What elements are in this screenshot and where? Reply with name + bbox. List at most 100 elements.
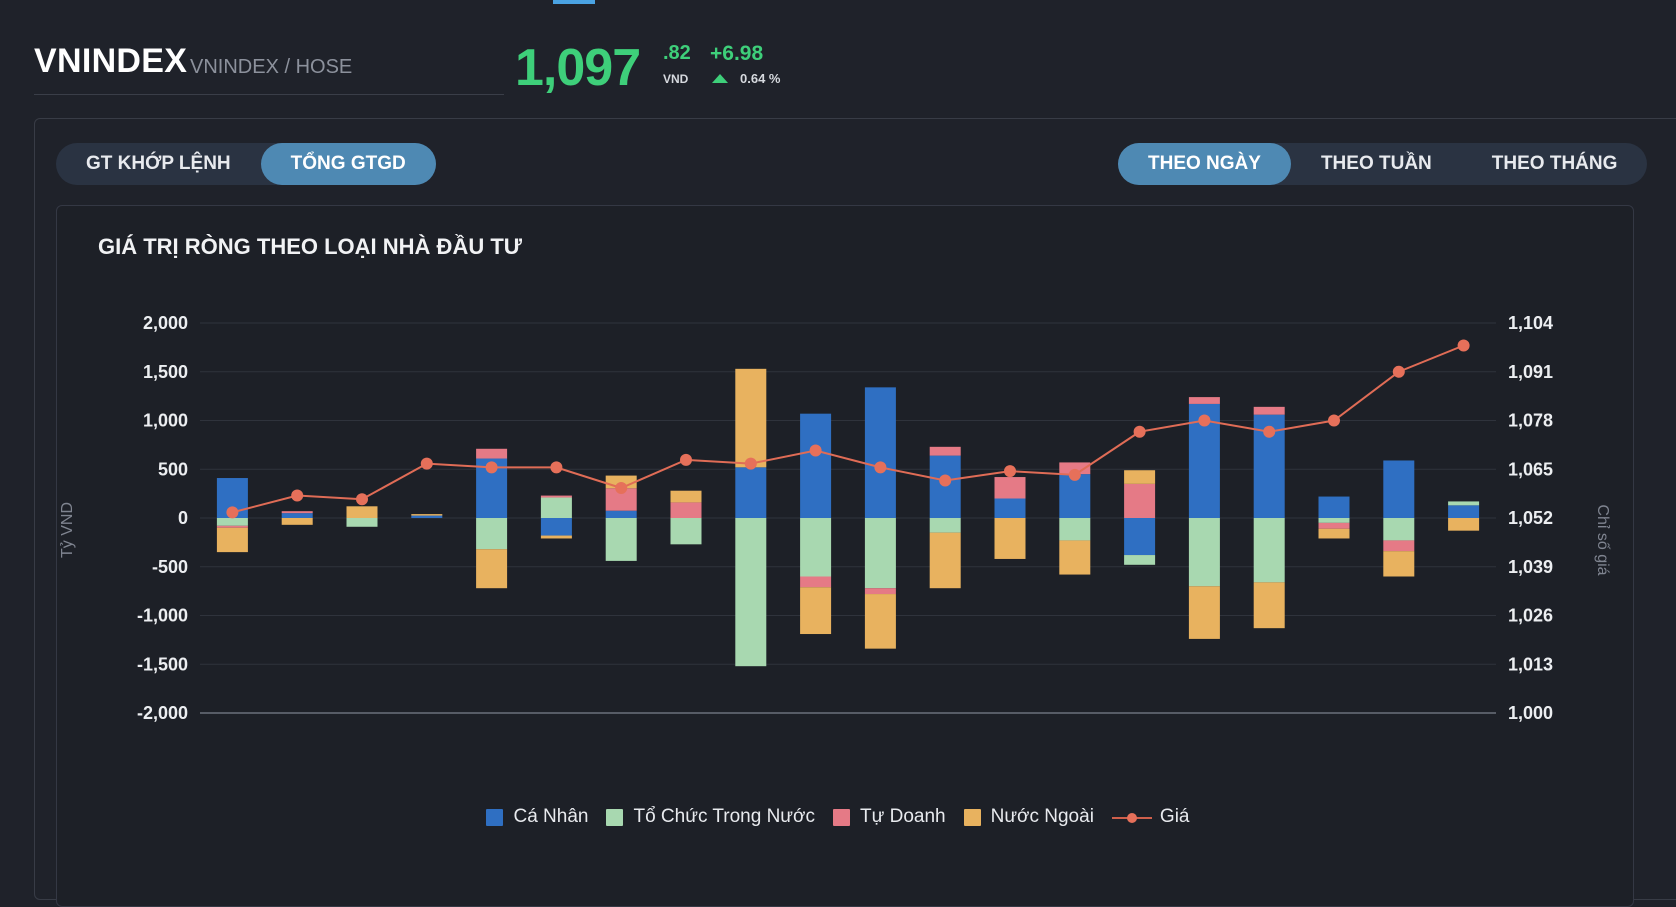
symbol-title: VNINDEX xyxy=(34,42,188,80)
y-tick-left: 500 xyxy=(158,459,188,479)
bar-segment xyxy=(216,527,248,553)
y-tick-right: 1,104 xyxy=(1508,313,1553,333)
bar-segment xyxy=(476,549,508,589)
bar-segment xyxy=(605,510,637,518)
price-point xyxy=(744,457,757,470)
bar-segment xyxy=(1188,397,1220,404)
legend-item-tu-doanh[interactable]: Tự Doanh xyxy=(833,806,946,828)
y-tick-right: 1,078 xyxy=(1508,411,1553,431)
tab-theo-thang[interactable]: THEO THÁNG xyxy=(1491,153,1618,174)
bar-segment xyxy=(670,502,702,518)
price-point xyxy=(680,453,692,466)
bar-segment xyxy=(1318,518,1350,523)
bar-segment xyxy=(540,535,572,539)
bar-segment xyxy=(670,518,702,545)
price-decimal: .82 xyxy=(663,42,691,64)
price-integer: 1,097 xyxy=(515,39,641,97)
bar-segment xyxy=(864,594,896,649)
bar-segment xyxy=(1253,406,1285,415)
value-type-toggle: GT KHỚP LỆNH TỔNG GTGD xyxy=(56,143,436,185)
bar-segment xyxy=(1383,518,1415,541)
bar-segment xyxy=(929,446,961,456)
bar-segment xyxy=(1188,586,1220,639)
bar-segment xyxy=(864,588,896,595)
tab-theo-tuan[interactable]: THEO TUẦN xyxy=(1320,153,1432,174)
price-point xyxy=(1392,365,1405,378)
y-tick-right: 1,065 xyxy=(1508,459,1553,479)
legend-label-ca-nhan: Cá Nhân xyxy=(513,806,589,827)
bar-segment xyxy=(1253,518,1285,583)
tab-gt-khop-lenh[interactable]: GT KHỚP LỆNH xyxy=(86,153,231,174)
price-point xyxy=(874,461,887,474)
bar-segment xyxy=(1188,518,1220,587)
bar-segment xyxy=(1253,582,1285,629)
legend-swatch-ca-nhan xyxy=(486,808,504,826)
price-point xyxy=(1004,465,1016,478)
chart-legend: Cá Nhân Tổ Chức Trong Nước Tự Doanh Nước… xyxy=(0,806,1676,828)
tab-tong-gtgd[interactable]: TỔNG GTGD xyxy=(260,143,436,185)
up-triangle-icon xyxy=(712,74,728,83)
bar-segment xyxy=(1448,501,1480,506)
legend-item-ca-nhan[interactable]: Cá Nhân xyxy=(486,806,588,828)
price-change-percent: 0.64 % xyxy=(712,71,780,86)
bar-segment xyxy=(735,467,767,518)
bar-segment xyxy=(540,495,572,498)
bar-segment xyxy=(1383,460,1415,518)
bar-segment xyxy=(800,518,832,577)
bar-segment xyxy=(800,587,832,635)
bar-segment xyxy=(864,518,896,589)
price-point xyxy=(420,457,433,470)
bar-segment xyxy=(605,518,637,561)
bar-segment xyxy=(605,488,637,511)
price-point xyxy=(1263,425,1276,438)
price-unit: VND xyxy=(663,72,689,86)
bar-segment xyxy=(540,518,572,536)
y-tick-right: 1,039 xyxy=(1508,557,1553,577)
legend-line-marker-gia xyxy=(1111,809,1152,826)
bar-segment xyxy=(670,490,702,503)
bar-segment xyxy=(476,448,508,459)
chart-title: GIÁ TRỊ RÒNG THEO LOẠI NHÀ ĐẦU TƯ xyxy=(98,234,523,259)
bar-segment xyxy=(994,498,1026,518)
bar-segment xyxy=(281,511,313,514)
bar-segment xyxy=(1124,555,1156,565)
y-tick-right: 1,091 xyxy=(1508,362,1553,382)
bar-segment xyxy=(346,506,378,518)
top-accent-bar xyxy=(553,0,595,4)
y-tick-right: 1,052 xyxy=(1508,508,1553,528)
y-tick-right: 1,026 xyxy=(1508,606,1553,626)
bar-segment xyxy=(1124,470,1156,484)
price-point xyxy=(226,506,239,519)
bar-segment xyxy=(1448,518,1480,531)
chart-card xyxy=(56,205,1634,907)
price-point xyxy=(1068,468,1081,481)
bar-segment xyxy=(1383,540,1415,552)
price-point xyxy=(291,489,304,502)
bar-segment xyxy=(929,532,961,589)
legend-item-nuoc-ngoai[interactable]: Nước Ngoài xyxy=(963,806,1094,828)
price-point xyxy=(809,444,822,457)
bar-segment xyxy=(346,518,378,527)
bar-segment xyxy=(994,518,1026,559)
y-tick-left: -1,500 xyxy=(137,654,188,674)
legend-item-to-chuc[interactable]: Tổ Chức Trong Nước xyxy=(606,806,815,828)
period-toggle: THEO NGÀY THEO TUẦN THEO THÁNG xyxy=(1118,143,1648,185)
bar-segment xyxy=(800,413,832,518)
legend-label-nuoc-ngoai: Nước Ngoài xyxy=(990,806,1094,827)
bar-segment xyxy=(1059,462,1091,475)
bar-segment xyxy=(1124,518,1156,556)
y-tick-left: 2,000 xyxy=(143,313,188,333)
price-point xyxy=(550,461,563,474)
bar-segment xyxy=(281,513,313,518)
bar-segment xyxy=(1059,518,1091,541)
price-line xyxy=(232,344,1464,514)
price-point xyxy=(1133,425,1146,438)
exchange-label: VNINDEX / HOSE xyxy=(190,56,353,78)
legend-item-gia[interactable]: Giá xyxy=(1111,806,1190,828)
bar-segment xyxy=(1059,540,1091,575)
y-tick-right: 1,000 xyxy=(1508,703,1553,723)
bar-segment xyxy=(1124,483,1156,518)
legend-label-to-chuc: Tổ Chức Trong Nước xyxy=(633,806,815,827)
tab-theo-ngay[interactable]: THEO NGÀY xyxy=(1118,143,1291,185)
bar-segment xyxy=(411,514,443,516)
